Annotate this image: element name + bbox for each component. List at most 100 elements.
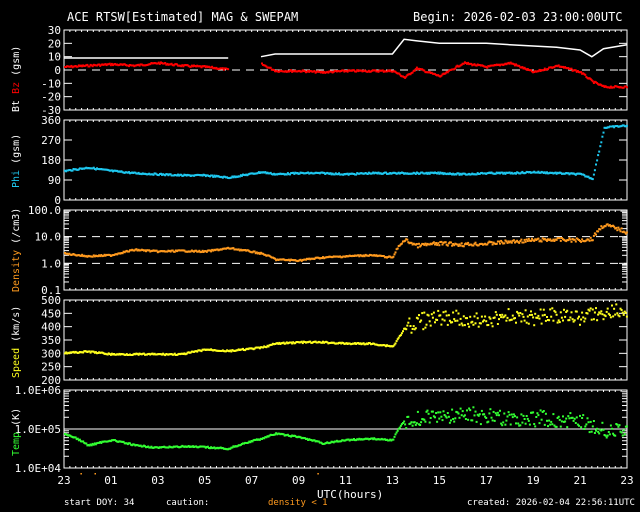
data-point: [559, 425, 562, 428]
data-point: [614, 85, 617, 88]
data-point: [351, 172, 354, 175]
data-point: [480, 171, 483, 174]
data-point: [205, 174, 208, 177]
data-point: [161, 173, 163, 176]
data-point: [470, 62, 473, 65]
data-point: [214, 447, 217, 450]
data-point: [591, 239, 594, 242]
data-point: [232, 247, 235, 250]
data-point: [183, 249, 186, 252]
data-point: [220, 67, 223, 70]
data-point: [364, 343, 367, 346]
data-point: [146, 64, 149, 66]
panel-frame-2: [63, 119, 628, 201]
data-point: [439, 241, 442, 243]
data-point: [318, 441, 321, 444]
data-point: [585, 423, 588, 426]
x-tick-label: 17: [480, 474, 493, 487]
data-point: [123, 353, 126, 356]
data-point: [261, 346, 263, 349]
data-point: [270, 343, 273, 346]
data-point: [158, 353, 161, 356]
data-point: [323, 171, 326, 174]
data-point: [456, 172, 459, 175]
data-point: [466, 409, 468, 412]
data-point: [473, 242, 476, 245]
data-point: [518, 241, 521, 244]
data-point: [377, 254, 380, 257]
data-point: [89, 255, 92, 258]
data-point: [325, 71, 328, 74]
data-point: [278, 173, 281, 176]
data-point: [64, 66, 66, 68]
data-point: [525, 68, 528, 71]
data-point: [202, 251, 205, 253]
data-point: [548, 66, 551, 69]
data-point: [306, 171, 308, 174]
data-point: [432, 172, 435, 175]
data-point: [421, 242, 424, 245]
data-point: [92, 443, 95, 446]
data-point: [154, 446, 157, 449]
data-point: [440, 172, 443, 175]
data-point: [114, 353, 117, 356]
data-point: [122, 171, 125, 174]
data-point: [472, 323, 475, 326]
data-point: [569, 67, 572, 70]
data-point: [290, 435, 293, 438]
data-point: [281, 433, 284, 436]
data-point: [341, 173, 344, 176]
data-point: [541, 411, 544, 413]
data-point: [450, 68, 452, 71]
data-point: [614, 125, 617, 128]
data-point: [490, 322, 493, 325]
data-point: [379, 438, 382, 441]
data-point: [350, 343, 353, 345]
data-point: [505, 63, 508, 66]
data-point: [570, 240, 573, 243]
data-point: [335, 439, 338, 442]
data-point: [264, 64, 267, 67]
data-point: [306, 341, 308, 344]
data-point: [616, 312, 619, 315]
data-point: [491, 325, 494, 328]
data-point: [550, 66, 553, 69]
data-point: [138, 64, 141, 67]
data-point: [599, 312, 602, 315]
data-point: [623, 125, 626, 128]
data-point: [261, 62, 263, 65]
data-point: [425, 244, 428, 247]
data-point: [212, 175, 215, 178]
data-point: [214, 249, 217, 252]
data-point: [490, 416, 493, 419]
data-point: [382, 70, 385, 73]
data-point: [209, 249, 211, 252]
data-point: [126, 354, 129, 356]
data-point: [74, 436, 77, 439]
data-point: [303, 172, 306, 175]
data-point: [469, 243, 472, 246]
data-point: [152, 446, 155, 449]
data-point: [407, 415, 410, 418]
data-point: [549, 238, 552, 241]
data-point: [96, 255, 98, 258]
data-point: [532, 239, 535, 242]
data-point: [527, 69, 530, 71]
data-point: [580, 318, 583, 321]
data-point: [575, 416, 578, 419]
data-point: [319, 341, 322, 344]
data-point: [142, 64, 145, 67]
data-point: [606, 126, 609, 129]
data-point: [430, 313, 433, 316]
data-point: [357, 70, 360, 73]
data-point: [604, 315, 607, 318]
data-point: [419, 424, 422, 426]
start-doy: start DOY: 34: [64, 498, 135, 508]
data-point: [590, 79, 593, 82]
data-point: [386, 172, 388, 175]
data-point: [148, 249, 151, 252]
data-point: [377, 438, 380, 441]
data-point: [472, 63, 475, 66]
data-point: [426, 313, 429, 316]
data-point: [313, 70, 316, 72]
